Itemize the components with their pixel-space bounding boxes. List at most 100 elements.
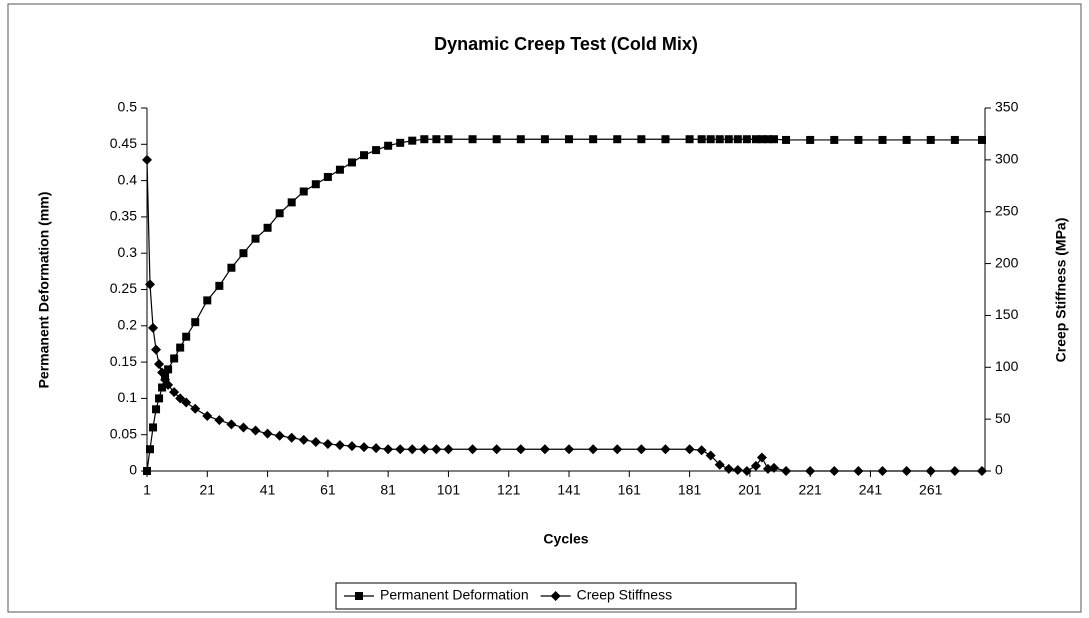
series-marker [395, 444, 406, 455]
series-marker [322, 439, 333, 450]
series-marker [431, 444, 442, 455]
series-marker [902, 135, 911, 144]
series-marker [176, 343, 185, 352]
series-marker [275, 209, 284, 218]
x-axis-label: Cycles [543, 531, 588, 547]
x-tick-label: 241 [859, 482, 883, 498]
series-marker [149, 423, 158, 432]
series-marker [901, 466, 912, 476]
series-marker [705, 450, 716, 461]
series-marker [854, 135, 863, 144]
x-tick-label: 41 [260, 482, 276, 498]
legend-label: Creep Stiffness [577, 587, 672, 603]
series-marker [781, 466, 792, 476]
series-marker [925, 466, 936, 476]
y2-axis-label: Creep Stiffness (MPa) [1053, 218, 1069, 363]
series-marker [540, 135, 549, 144]
series-marker [170, 354, 179, 363]
series-marker [346, 441, 357, 452]
series-marker [950, 135, 959, 144]
series-marker [169, 387, 180, 398]
series-marker [751, 135, 760, 144]
series-marker [154, 359, 165, 370]
x-tick-label: 141 [557, 482, 581, 498]
series-marker [148, 322, 159, 333]
y-axis-label: Permanent Deformation (mm) [36, 192, 52, 389]
series-marker [191, 318, 200, 327]
series-marker [238, 422, 249, 433]
legend: Permanent Deformation Creep Stiffness [335, 582, 797, 610]
series-marker [155, 394, 164, 403]
series-marker [926, 135, 935, 144]
y2-tick-label: 300 [995, 151, 1019, 167]
series-marker [175, 393, 186, 404]
series-marker [335, 165, 344, 174]
series-marker [239, 249, 248, 258]
series-marker [697, 135, 706, 144]
x-tick-label: 21 [199, 482, 215, 498]
series-marker [565, 135, 574, 144]
y-tick-label: 0.45 [110, 135, 137, 151]
series-marker [311, 180, 320, 189]
series-marker [877, 466, 888, 476]
series-marker [636, 444, 647, 455]
series-marker [769, 135, 778, 144]
series-marker [181, 397, 192, 408]
legend-marker [550, 591, 561, 601]
y-tick-label: 0.4 [118, 171, 138, 187]
series-marker [853, 466, 864, 476]
series-marker [878, 135, 887, 144]
series-marker [262, 428, 273, 439]
series-marker [467, 444, 478, 455]
series-marker [323, 172, 332, 181]
x-tick-label: 101 [437, 482, 461, 498]
series-marker [977, 135, 986, 144]
series-marker [227, 263, 236, 272]
series-marker [732, 464, 743, 475]
series-marker [723, 463, 734, 474]
series-marker [733, 135, 742, 144]
series-marker [215, 281, 224, 290]
series-marker [976, 466, 987, 476]
series-marker [202, 411, 213, 422]
series-marker [371, 443, 382, 454]
series-marker [805, 466, 816, 476]
series-marker [407, 444, 418, 455]
y-tick-label: 0.15 [110, 353, 137, 369]
series-marker [299, 187, 308, 196]
legend-label: Permanent Deformation [380, 587, 529, 603]
series-marker [347, 158, 356, 167]
series-marker [443, 444, 454, 455]
series-marker [589, 135, 598, 144]
y-tick-label: 0.2 [118, 317, 138, 333]
series-marker [757, 135, 766, 144]
series-marker [661, 135, 670, 144]
series-marker [383, 444, 394, 455]
series-marker [286, 432, 297, 443]
y2-tick-label: 250 [995, 202, 1019, 218]
y2-tick-label: 0 [995, 462, 1003, 478]
series-marker [310, 436, 321, 447]
series-marker [806, 135, 815, 144]
series-marker [684, 444, 695, 455]
series-marker [491, 444, 502, 455]
series-marker [274, 430, 285, 441]
y2-tick-label: 350 [995, 99, 1019, 115]
y-tick-label: 0.5 [118, 99, 138, 115]
series-marker [706, 135, 715, 144]
y-tick-label: 0.3 [118, 244, 138, 260]
series-marker [396, 138, 405, 147]
series-marker [637, 135, 646, 144]
x-tick-label: 161 [618, 482, 642, 498]
series-marker [750, 460, 761, 471]
series-marker [372, 146, 381, 155]
series-marker [715, 135, 724, 144]
series-marker [287, 198, 296, 207]
series-marker [142, 154, 152, 165]
series-marker [203, 296, 212, 305]
series-marker [182, 332, 191, 341]
series-marker [298, 434, 309, 445]
series-marker [146, 445, 155, 454]
series-marker [251, 234, 260, 243]
series-marker [214, 415, 225, 426]
